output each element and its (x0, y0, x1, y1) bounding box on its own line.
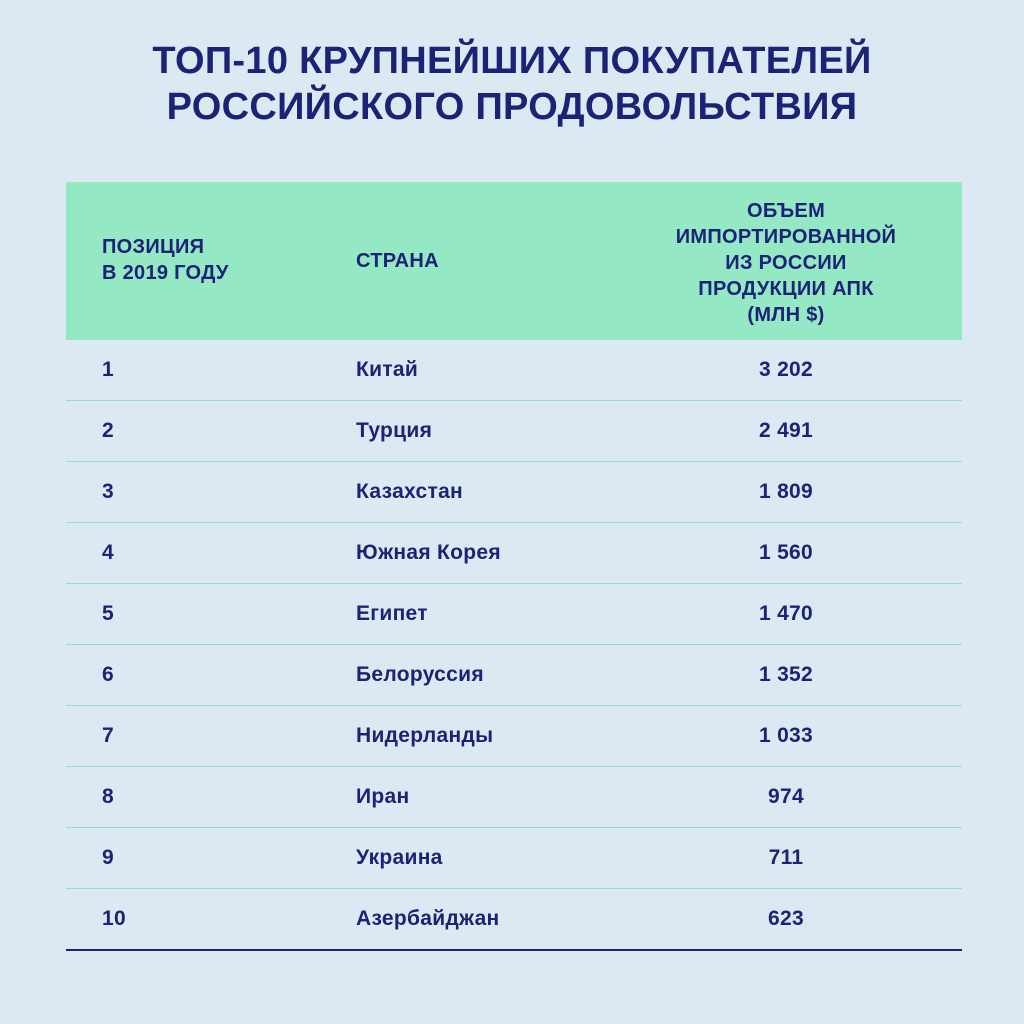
cell-country: Иран (356, 785, 410, 808)
header-position-line-1: ПОЗИЦИЯ (102, 236, 205, 258)
title-line-2: РОССИЙСКОГО ПРОДОВОЛЬСТВИЯ (166, 86, 858, 128)
cell-position: 7 (102, 724, 114, 747)
cell-country: Южная Корея (356, 541, 501, 564)
page-title: ТОП-10 КРУПНЕЙШИХ ПОКУПАТЕЛЕЙ РОССИЙСКОГ… (0, 38, 1024, 130)
table-row: 1 Китай 3 202 (66, 340, 962, 401)
title-line-1: ТОП-10 КРУПНЕЙШИХ ПОКУПАТЕЛЕЙ (152, 40, 872, 82)
cell-country: Украина (356, 846, 443, 869)
table-row: 9 Украина 711 (66, 828, 962, 889)
cell-value: 2 491 (758, 419, 814, 442)
cell-country: Казахстан (356, 480, 464, 503)
header-position-line-2: В 2019 ГОДУ (102, 262, 229, 284)
header-volume: ОБЪЕМ ИМПОРТИРОВАННОЙ ИЗ РОССИИ ПРОДУКЦИ… (626, 198, 946, 328)
cell-value: 1 809 (758, 480, 814, 503)
cell-position: 8 (102, 785, 114, 808)
cell-position: 1 (102, 358, 114, 381)
header-volume-line-4: ПРОДУКЦИИ АПК (698, 278, 874, 300)
header-volume-line-3: ИЗ РОССИИ (725, 252, 847, 274)
data-table: ПОЗИЦИЯ В 2019 ГОДУ СТРАНА ОБЪЕМ ИМПОРТИ… (66, 182, 962, 951)
cell-position: 5 (102, 602, 114, 625)
cell-position: 10 (102, 907, 126, 930)
table-row: 5 Египет 1 470 (66, 584, 962, 645)
table-row: 3 Казахстан 1 809 (66, 462, 962, 523)
cell-value: 623 (768, 907, 804, 930)
header-position: ПОЗИЦИЯ В 2019 ГОДУ (102, 234, 352, 286)
table-row: 8 Иран 974 (66, 767, 962, 828)
table-row: 10 Азербайджан 623 (66, 889, 962, 951)
cell-value: 1 470 (758, 602, 814, 625)
cell-position: 4 (102, 541, 114, 564)
cell-value: 711 (768, 846, 804, 869)
cell-value: 1 560 (758, 541, 814, 564)
header-volume-line-2: ИМПОРТИРОВАННОЙ (675, 226, 897, 248)
cell-country: Нидерланды (356, 724, 494, 747)
cell-position: 3 (102, 480, 114, 503)
cell-position: 6 (102, 663, 114, 686)
table-row: 2 Турция 2 491 (66, 401, 962, 462)
cell-value: 3 202 (758, 358, 814, 381)
cell-position: 2 (102, 419, 114, 442)
cell-value: 974 (768, 785, 804, 808)
cell-value: 1 352 (758, 663, 814, 686)
cell-country: Белоруссия (356, 663, 484, 686)
table-row: 6 Белоруссия 1 352 (66, 645, 962, 706)
header-country: СТРАНА (356, 250, 439, 272)
cell-value: 1 033 (758, 724, 814, 747)
cell-country: Турция (356, 419, 433, 442)
header-volume-line-1: ОБЪЕМ (746, 200, 826, 222)
table-row: 7 Нидерланды 1 033 (66, 706, 962, 767)
cell-position: 9 (102, 846, 114, 869)
cell-country: Китай (356, 358, 419, 381)
header-volume-line-5: (МЛН $) (747, 304, 825, 326)
cell-country: Азербайджан (356, 907, 500, 930)
cell-country: Египет (356, 602, 428, 625)
table-body: 1 Китай 3 202 2 Турция 2 491 3 Казахстан 1 809 4 Ю… (66, 340, 962, 951)
table-row: 4 Южная Корея 1 560 (66, 523, 962, 584)
table-header: ПОЗИЦИЯ В 2019 ГОДУ СТРАНА ОБЪЕМ ИМПОРТИ… (66, 182, 962, 340)
